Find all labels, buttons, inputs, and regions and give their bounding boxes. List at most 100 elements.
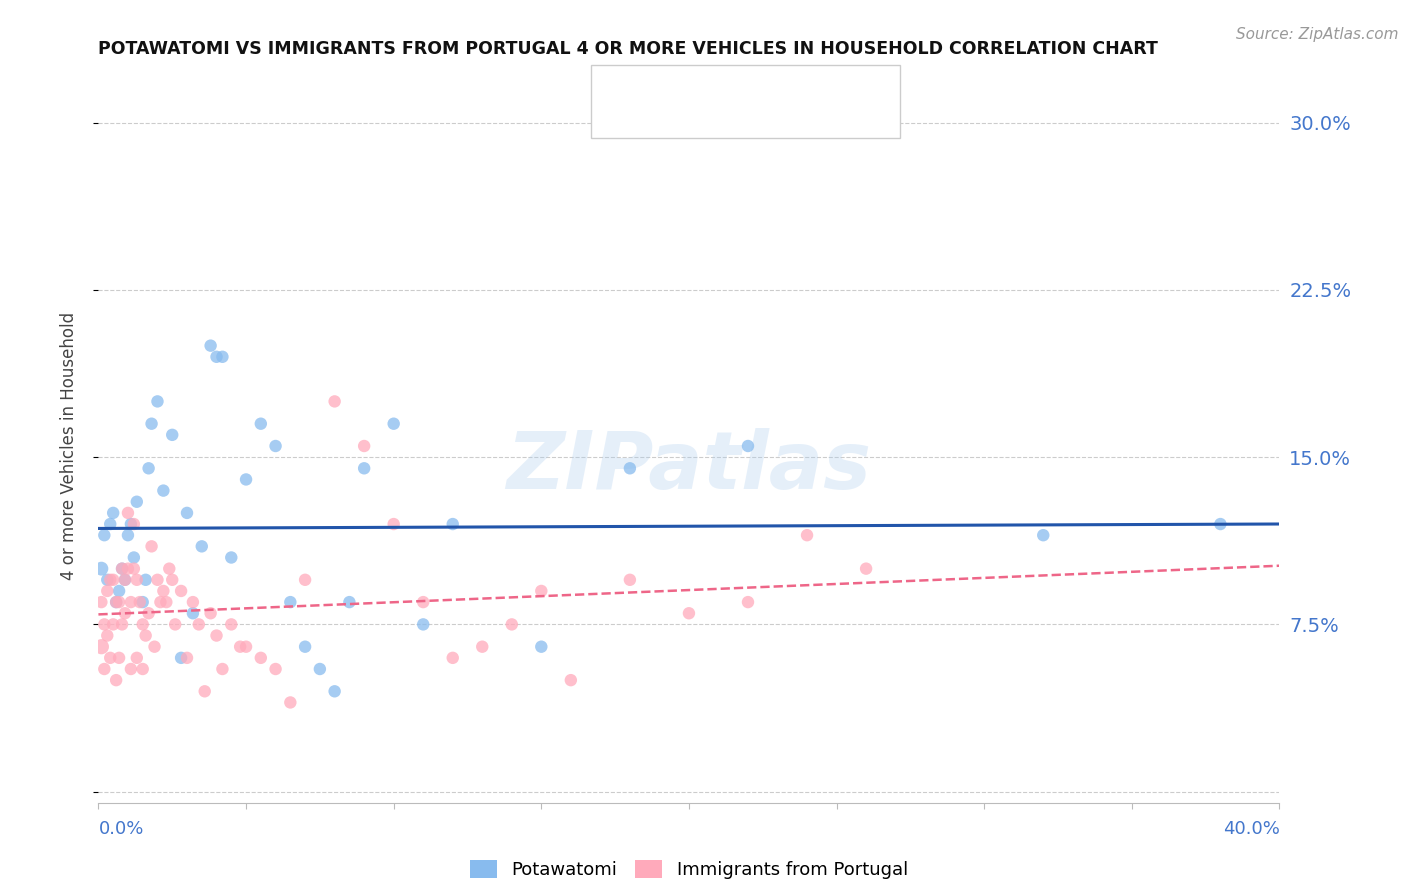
Point xyxy=(1032,528,1054,542)
Point xyxy=(412,595,434,609)
Text: Source: ZipAtlas.com: Source: ZipAtlas.com xyxy=(1236,27,1399,42)
Point xyxy=(132,617,155,632)
Point xyxy=(560,673,582,687)
Text: POTAWATOMI VS IMMIGRANTS FROM PORTUGAL 4 OR MORE VEHICLES IN HOUSEHOLD CORRELATI: POTAWATOMI VS IMMIGRANTS FROM PORTUGAL 4… xyxy=(98,40,1159,58)
Point xyxy=(737,595,759,609)
Point xyxy=(120,662,142,676)
Point xyxy=(187,617,209,632)
Point xyxy=(152,483,174,498)
Point xyxy=(530,640,553,654)
Point xyxy=(96,573,118,587)
Point xyxy=(191,539,214,553)
Point xyxy=(117,562,139,576)
Point xyxy=(264,439,287,453)
Text: 0.177: 0.177 xyxy=(675,109,731,127)
Point xyxy=(108,651,131,665)
Point xyxy=(211,662,233,676)
Point xyxy=(678,607,700,621)
Point xyxy=(114,607,136,621)
Point xyxy=(278,696,302,710)
Point xyxy=(98,517,121,532)
Point xyxy=(162,573,183,587)
FancyBboxPatch shape xyxy=(602,82,633,103)
Point xyxy=(235,472,257,486)
Point xyxy=(501,617,523,632)
Point xyxy=(353,461,375,475)
Text: 0.217: 0.217 xyxy=(675,84,731,102)
Point xyxy=(205,350,228,364)
Point xyxy=(205,628,228,642)
Point xyxy=(181,607,204,621)
Point xyxy=(135,573,157,587)
Point xyxy=(309,662,332,676)
Point xyxy=(120,517,142,532)
Point xyxy=(138,461,160,475)
Point xyxy=(105,673,128,687)
Point xyxy=(90,640,112,654)
Point xyxy=(229,640,252,654)
Point xyxy=(96,628,118,642)
Text: 45: 45 xyxy=(779,84,804,102)
Point xyxy=(619,461,641,475)
Point xyxy=(176,506,198,520)
Point xyxy=(155,595,177,609)
Text: 69: 69 xyxy=(779,109,804,127)
Text: N =: N = xyxy=(748,84,787,102)
Text: R =: R = xyxy=(644,84,683,102)
Point xyxy=(111,562,134,576)
Point xyxy=(250,417,273,431)
Point xyxy=(93,662,115,676)
Point xyxy=(122,562,145,576)
Y-axis label: 4 or more Vehicles in Household: 4 or more Vehicles in Household xyxy=(59,312,77,580)
Point xyxy=(146,573,169,587)
Point xyxy=(103,573,125,587)
Point xyxy=(323,394,346,409)
Point xyxy=(120,595,142,609)
Point xyxy=(211,350,233,364)
Point xyxy=(108,595,131,609)
Point xyxy=(138,607,160,621)
Point xyxy=(125,651,148,665)
Text: R =: R = xyxy=(644,109,683,127)
Point xyxy=(176,651,198,665)
Point xyxy=(165,617,187,632)
Point xyxy=(152,583,174,598)
Legend: Potawatomi, Immigrants from Portugal: Potawatomi, Immigrants from Portugal xyxy=(463,853,915,887)
Point xyxy=(441,517,464,532)
Point xyxy=(111,562,134,576)
Point xyxy=(143,640,166,654)
Point xyxy=(323,684,346,698)
Point xyxy=(122,550,145,565)
Point xyxy=(105,595,128,609)
Point xyxy=(181,595,204,609)
Point xyxy=(619,573,641,587)
Point xyxy=(146,394,169,409)
Text: 40.0%: 40.0% xyxy=(1223,820,1279,838)
Point xyxy=(96,583,118,598)
Point xyxy=(200,338,222,352)
Point xyxy=(796,528,818,542)
Point xyxy=(125,573,148,587)
Point xyxy=(98,573,121,587)
Point xyxy=(250,651,273,665)
Point xyxy=(219,550,242,565)
Point xyxy=(278,595,302,609)
Point xyxy=(530,583,553,598)
Point xyxy=(353,439,375,453)
Point xyxy=(114,573,136,587)
Point xyxy=(132,595,155,609)
Point xyxy=(93,617,115,632)
Text: N =: N = xyxy=(748,109,787,127)
Point xyxy=(125,494,148,508)
Point xyxy=(412,617,434,632)
Point xyxy=(294,640,316,654)
Point xyxy=(90,562,112,576)
Point xyxy=(141,539,163,553)
Point xyxy=(737,439,759,453)
Point xyxy=(128,595,150,609)
Point xyxy=(103,617,125,632)
Text: 0.0%: 0.0% xyxy=(98,820,143,838)
Point xyxy=(103,506,125,520)
Point xyxy=(441,651,464,665)
Point xyxy=(90,595,112,609)
